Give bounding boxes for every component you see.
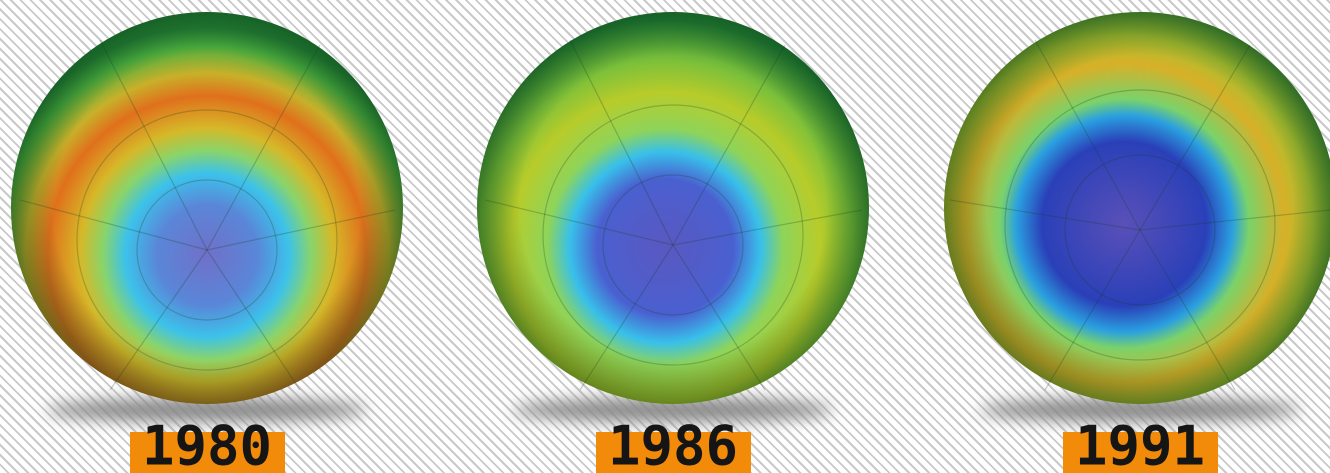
- year-box: [596, 432, 751, 473]
- globe-edge: [477, 12, 869, 404]
- shadow: [980, 398, 1300, 422]
- year-box: [130, 432, 285, 473]
- year-label: 1991: [1075, 415, 1205, 473]
- year-label: 1986: [608, 415, 738, 473]
- globe-grid: [19, 39, 396, 391]
- globe-grid: [484, 39, 863, 391]
- shadow: [47, 398, 367, 422]
- globe-edge: [944, 12, 1330, 404]
- globe-edge: [11, 12, 403, 404]
- panel: 1980: [11, 12, 403, 473]
- panel: 1986: [477, 12, 869, 473]
- year-box: [1063, 432, 1218, 473]
- shadow: [513, 398, 833, 422]
- panel: 1991: [944, 12, 1330, 473]
- year-label: 1980: [142, 415, 272, 473]
- globe-grid: [949, 39, 1330, 391]
